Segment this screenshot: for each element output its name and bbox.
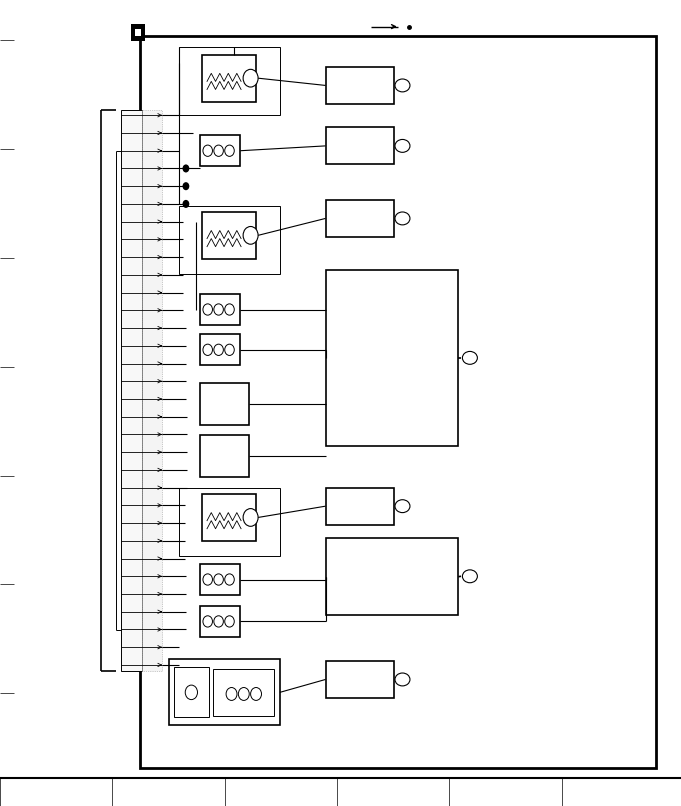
Circle shape: [251, 688, 262, 700]
Bar: [326, 270, 458, 446]
Bar: [200, 383, 249, 425]
Bar: [202, 494, 256, 541]
Circle shape: [243, 226, 258, 244]
Circle shape: [214, 574, 223, 585]
Circle shape: [226, 688, 237, 700]
Bar: [326, 127, 394, 164]
Circle shape: [203, 616, 212, 627]
Circle shape: [214, 616, 223, 627]
Circle shape: [214, 304, 223, 315]
Circle shape: [214, 344, 223, 355]
Bar: [326, 200, 394, 237]
Bar: [202, 212, 256, 259]
Bar: [174, 667, 209, 717]
Circle shape: [183, 200, 189, 208]
Bar: [140, 36, 656, 768]
Ellipse shape: [395, 212, 410, 225]
Circle shape: [214, 145, 223, 156]
Circle shape: [203, 145, 212, 156]
Circle shape: [203, 574, 212, 585]
Bar: [213, 669, 274, 716]
Bar: [142, 110, 162, 671]
Circle shape: [185, 685, 197, 700]
Circle shape: [183, 182, 189, 190]
Bar: [200, 135, 240, 166]
Ellipse shape: [395, 79, 410, 92]
Bar: [135, 28, 142, 35]
Ellipse shape: [462, 351, 477, 364]
Bar: [200, 435, 249, 477]
Bar: [200, 334, 240, 365]
Ellipse shape: [395, 673, 410, 686]
Circle shape: [225, 145, 234, 156]
Ellipse shape: [395, 139, 410, 152]
Bar: [326, 538, 458, 615]
Circle shape: [203, 304, 212, 315]
Circle shape: [225, 304, 234, 315]
Ellipse shape: [395, 500, 410, 513]
Bar: [179, 206, 280, 274]
Bar: [179, 47, 280, 115]
Circle shape: [225, 344, 234, 355]
Bar: [326, 661, 394, 698]
Bar: [169, 659, 280, 725]
Circle shape: [225, 574, 234, 585]
Circle shape: [238, 688, 249, 700]
Bar: [326, 67, 394, 104]
Ellipse shape: [462, 570, 477, 583]
Circle shape: [183, 164, 189, 172]
Bar: [326, 488, 394, 525]
Bar: [202, 55, 256, 102]
Circle shape: [243, 509, 258, 526]
Bar: [121, 110, 142, 671]
Circle shape: [243, 69, 258, 87]
Circle shape: [225, 616, 234, 627]
Bar: [131, 23, 145, 40]
Bar: [200, 606, 240, 637]
Bar: [200, 564, 240, 595]
Circle shape: [203, 344, 212, 355]
Bar: [200, 294, 240, 325]
Bar: [179, 488, 280, 556]
